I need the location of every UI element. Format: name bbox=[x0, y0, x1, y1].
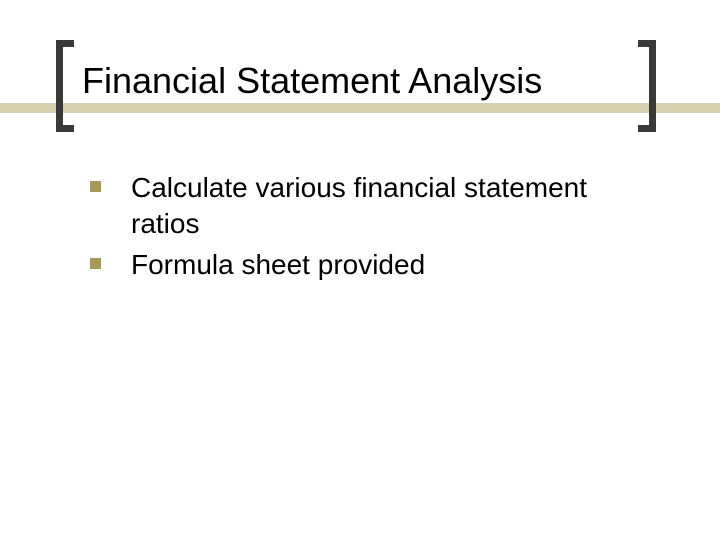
bracket-left bbox=[56, 40, 74, 132]
bullet-text: Formula sheet provided bbox=[131, 247, 425, 283]
bullet-text: Calculate various financial statement ra… bbox=[131, 170, 650, 243]
bracket-right bbox=[638, 40, 656, 132]
content-area: Calculate various financial statement ra… bbox=[90, 170, 650, 287]
list-item: Calculate various financial statement ra… bbox=[90, 170, 650, 243]
square-bullet-icon bbox=[90, 181, 101, 192]
square-bullet-icon bbox=[90, 258, 101, 269]
page-title: Financial Statement Analysis bbox=[82, 60, 542, 102]
accent-bar bbox=[0, 103, 720, 113]
list-item: Formula sheet provided bbox=[90, 247, 650, 283]
